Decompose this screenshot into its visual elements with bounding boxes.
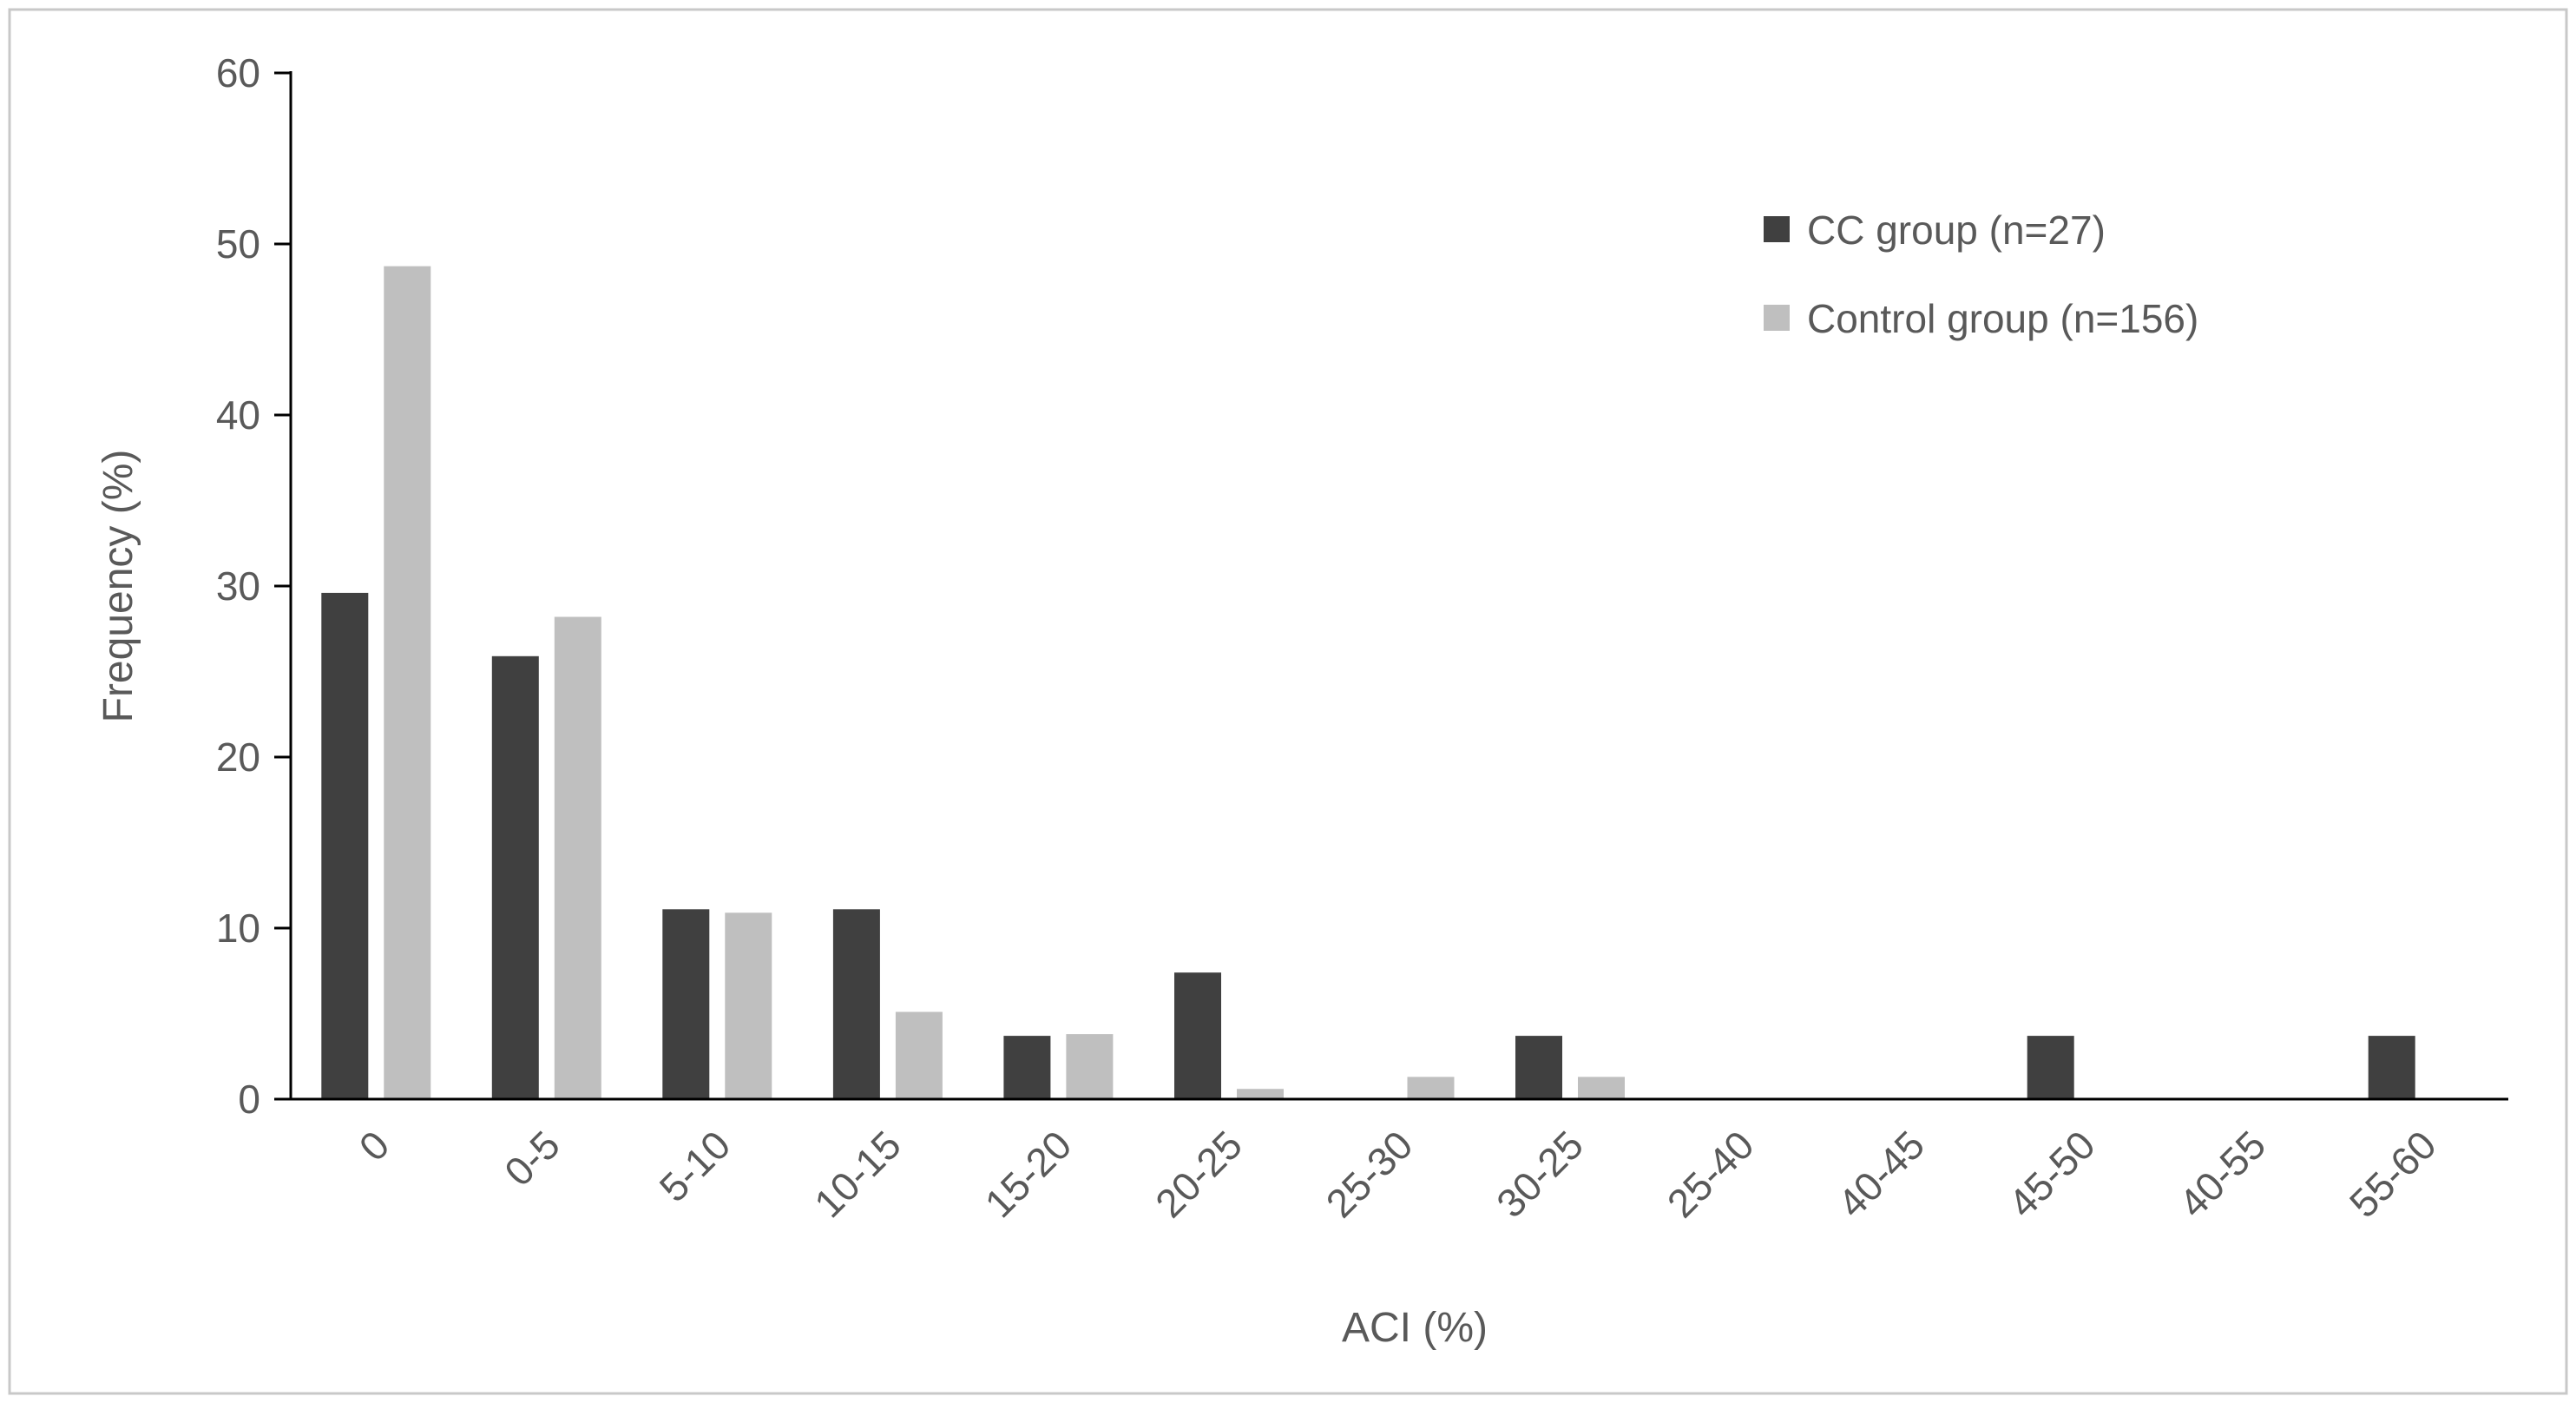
bar-cc-15-20 [1003, 1036, 1051, 1099]
x-category-label-55-60: 55-60 [2341, 1122, 2445, 1226]
bars-layer [321, 266, 2415, 1100]
x-category-label-40-45: 40-45 [1829, 1122, 1933, 1226]
bar-cc-0-5 [491, 655, 539, 1099]
x-axis-title: ACI (%) [1342, 1305, 1488, 1351]
legend: CC group (n=27) Control group (n=156) [1764, 207, 2198, 341]
bar-cc-20-25 [1174, 972, 1221, 1099]
bar-cc-45-50 [2027, 1036, 2074, 1099]
x-category-label-40-55: 40-55 [2170, 1122, 2274, 1226]
x-category-label-30-25: 30-25 [1488, 1122, 1592, 1226]
bar-cc-10-15 [832, 909, 880, 1099]
y-tick-labels: 0 10 20 30 40 50 60 [216, 50, 260, 1122]
legend-swatch-cc-group [1764, 216, 1790, 242]
y-tick-label: 60 [216, 50, 260, 96]
bar-control-25-30 [1407, 1077, 1455, 1099]
bar-control-5-10 [725, 912, 772, 1099]
axes-layer [274, 71, 2508, 1101]
x-category-label-15-20: 15-20 [976, 1122, 1081, 1226]
bar-control-0-5 [554, 616, 601, 1099]
y-tick-label: 30 [216, 563, 260, 609]
y-tick-label: 0 [238, 1077, 260, 1122]
x-category-labels: 0 0-5 5-10 10-15 15-20 20-25 25-30 30-25 25-40 40… [351, 1122, 2445, 1226]
x-category-label-25-30: 25-30 [1318, 1122, 1422, 1226]
x-category-label-45-50: 45-50 [2000, 1122, 2104, 1226]
bar-cc-55-60 [2368, 1036, 2415, 1099]
bar-control-20-25 [1237, 1089, 1284, 1099]
figure-border [8, 8, 2568, 1395]
y-tick-label: 40 [216, 392, 260, 438]
bar-control-0 [384, 266, 431, 1100]
x-category-label-0-5: 0-5 [496, 1122, 568, 1195]
bar-control-15-20 [1066, 1034, 1114, 1099]
y-tick-label: 50 [216, 221, 260, 267]
x-category-label-20-25: 20-25 [1147, 1122, 1251, 1226]
bar-control-30-25 [1578, 1077, 1625, 1099]
bar-cc-5-10 [662, 909, 710, 1099]
y-tick-label: 10 [216, 906, 260, 951]
x-category-label-5-10: 5-10 [650, 1122, 739, 1210]
legend-label-cc-group: CC group (n=27) [1807, 207, 2106, 253]
x-category-label-0: 0 [351, 1122, 398, 1169]
x-category-label-10-15: 10-15 [805, 1122, 910, 1226]
legend-label-control-group: Control group (n=156) [1807, 296, 2198, 341]
bar-control-10-15 [895, 1011, 943, 1099]
y-axis-title: Frequency (%) [95, 450, 141, 723]
bar-cc-0 [321, 592, 369, 1099]
y-tick-label: 20 [216, 734, 260, 780]
bar-cc-30-25 [1515, 1036, 1562, 1099]
x-category-label-25-40: 25-40 [1659, 1122, 1763, 1226]
legend-swatch-control-group [1764, 305, 1790, 331]
